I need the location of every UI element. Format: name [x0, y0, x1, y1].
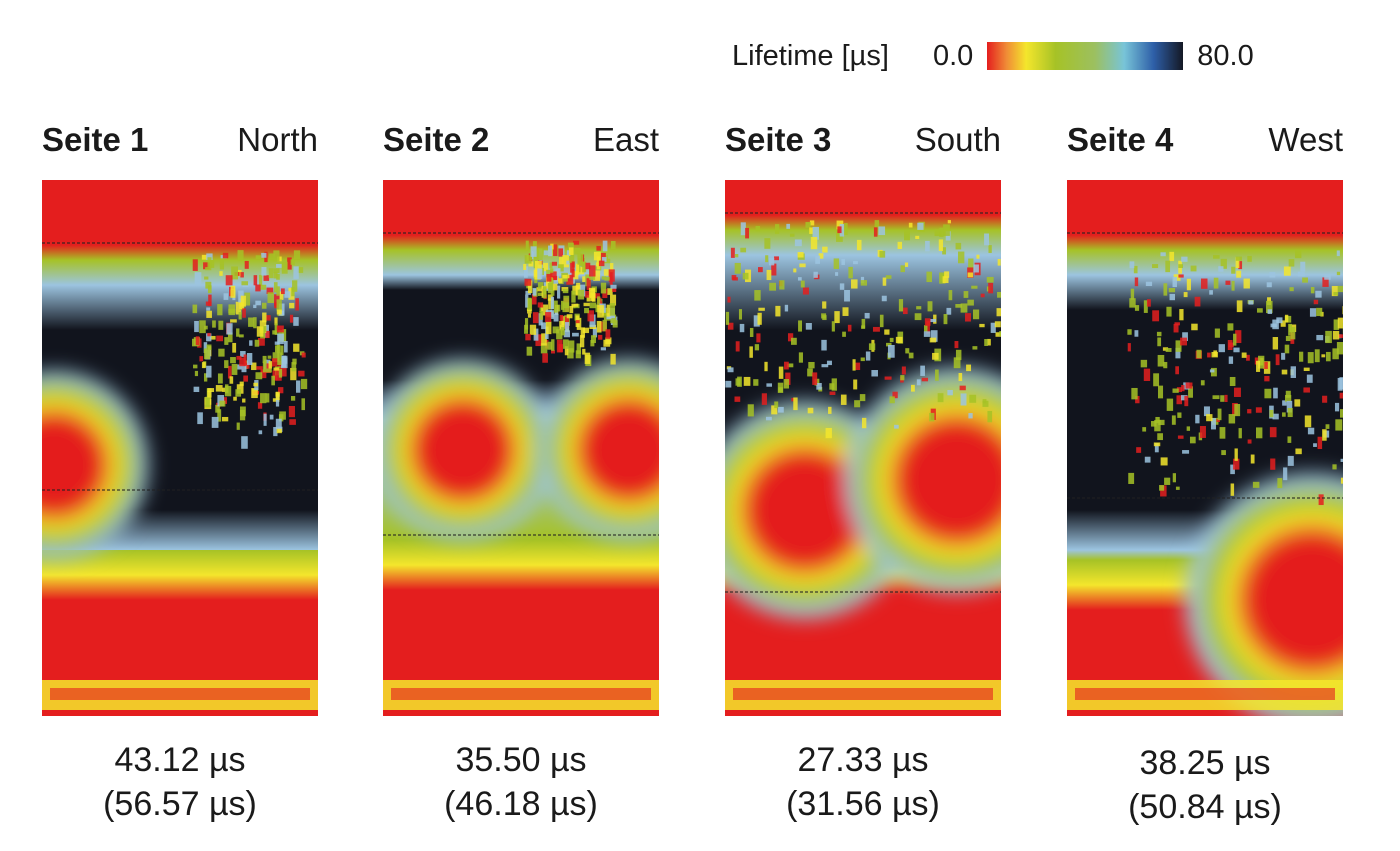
- colorbar-min: 0.0: [932, 39, 974, 72]
- panel-value-secondary: (31.56 µs): [786, 785, 940, 823]
- panel-value: 35.50 µs: [455, 741, 587, 779]
- panel-direction: North: [237, 121, 318, 158]
- lifetime-map: [383, 180, 659, 716]
- panel-value-secondary: (46.18 µs): [444, 785, 598, 823]
- panel-1: Seite 1 North 43.12 µs (56.57 µs): [42, 115, 318, 823]
- hotspot-circle: [383, 355, 558, 545]
- panel-direction: East: [592, 121, 659, 158]
- panel-side: Seite 1: [42, 121, 149, 158]
- hotspot-circle: [1179, 467, 1343, 716]
- panel-2: Seite 2 East 35.50 µs (46.18 µs): [383, 115, 659, 823]
- panel-value: 43.12 µs: [114, 741, 246, 779]
- colorbar-max: 80.0: [1197, 39, 1254, 72]
- panel-3: Seite 3 South 27.33 µs (31.56 µs): [725, 115, 1001, 823]
- panel-4: Seite 4 West 38.25 µs (50.84 µs): [1067, 115, 1343, 826]
- lifetime-map: [1067, 180, 1343, 716]
- panel-direction: South: [914, 121, 1001, 158]
- panel-side: Seite 4: [1067, 121, 1174, 158]
- lifetime-map: [725, 180, 1001, 716]
- colorbar-gradient: [987, 42, 1184, 70]
- panel-direction: West: [1268, 121, 1343, 158]
- hotspot-circle: [839, 362, 1001, 598]
- panel-value: 27.33 µs: [797, 741, 929, 779]
- panel-value: 38.25 µs: [1139, 744, 1271, 782]
- panel-value-secondary: (50.84 µs): [1128, 788, 1282, 826]
- hotspot-circle: [42, 366, 153, 564]
- panel-side: Seite 3: [725, 121, 832, 158]
- colorbar-legend: Lifetime [µs] 0.0 80.0: [732, 36, 1254, 76]
- colorbar-label: Lifetime [µs]: [732, 39, 889, 72]
- panel-value-secondary: (56.57 µs): [103, 785, 257, 823]
- hotspot-circle: [534, 355, 659, 545]
- panel-side: Seite 2: [383, 121, 490, 158]
- lifetime-map: [42, 180, 318, 716]
